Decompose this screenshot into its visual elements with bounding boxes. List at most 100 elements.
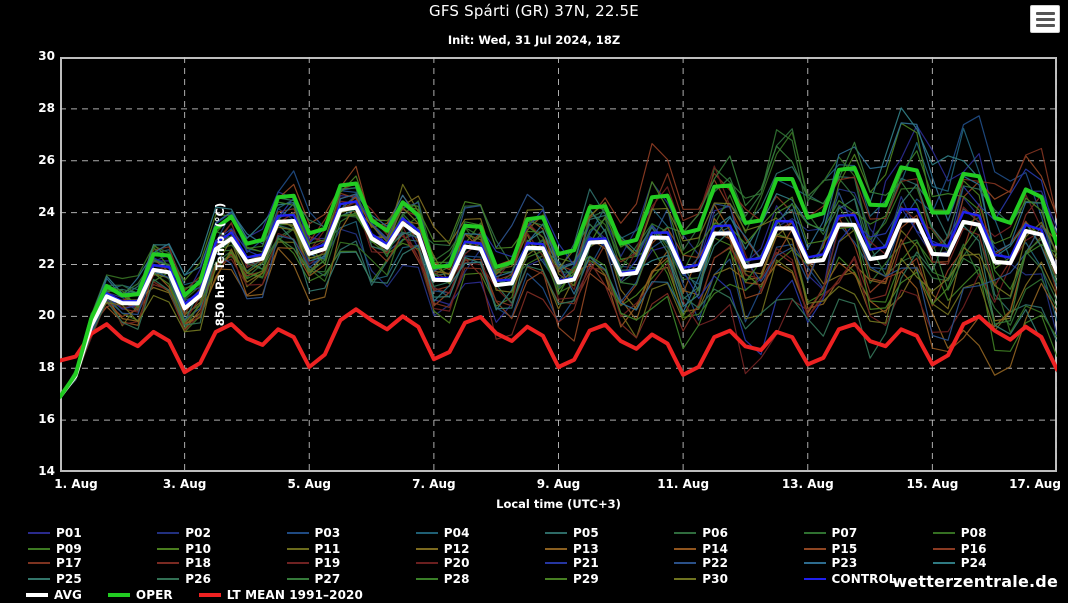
legend-label: P23 xyxy=(831,556,858,570)
legend-item-p06[interactable]: P06 xyxy=(674,526,803,540)
legend-item-p14[interactable]: P14 xyxy=(674,542,803,556)
x-tick-label: 5. Aug xyxy=(287,477,332,491)
chart-plot-area: 14 16 18 20 22 24 26 28 30 1. Aug 3. Aug 5. Aug 7. … xyxy=(38,49,1061,511)
legend-label: P28 xyxy=(443,572,470,586)
legend-item-p07[interactable]: P07 xyxy=(803,526,933,540)
legend-item-p10[interactable]: P10 xyxy=(157,542,286,556)
legend-item-p29[interactable]: P29 xyxy=(545,572,674,586)
ensemble-lines xyxy=(60,57,1057,472)
legend-label: P11 xyxy=(314,542,341,556)
legend-label: P13 xyxy=(573,542,599,556)
y-tick-label: 28 xyxy=(38,100,55,115)
legend-swatch xyxy=(415,532,438,534)
legend-swatch xyxy=(674,578,697,580)
y-tick-label: 14 xyxy=(38,464,55,478)
legend-label: P03 xyxy=(314,526,341,540)
legend-item-p18[interactable]: P18 xyxy=(157,556,286,570)
legend-label: P12 xyxy=(443,542,470,556)
legend-item-p08[interactable]: P08 xyxy=(932,526,1062,540)
y-tick-label: 22 xyxy=(38,256,55,271)
x-tick-label: 7. Aug xyxy=(412,477,456,491)
legend-item-p26[interactable]: P26 xyxy=(157,572,286,586)
legend-label: P21 xyxy=(573,556,599,570)
legend-item-p03[interactable]: P03 xyxy=(286,526,416,540)
x-tick-label: 1. Aug xyxy=(54,477,98,491)
y-tick-label: 30 xyxy=(38,49,55,63)
y-tick-label: 24 xyxy=(38,204,55,219)
legend-label: P18 xyxy=(185,556,212,570)
legend-item-p22[interactable]: P22 xyxy=(674,556,803,570)
y-tick-label: 18 xyxy=(38,360,55,375)
legend-item-p23[interactable]: P23 xyxy=(803,556,933,570)
legend-item-control[interactable]: CONTROL xyxy=(803,572,933,586)
legend-item-p17[interactable]: P17 xyxy=(28,556,157,570)
x-axis-label: Local time (UTC+3) xyxy=(496,497,621,511)
site-watermark: wetterzentrale.de xyxy=(892,572,1058,591)
legend-item-p30[interactable]: P30 xyxy=(674,572,803,586)
legend-item-p16[interactable]: P16 xyxy=(932,542,1062,556)
legend-swatch xyxy=(28,548,50,550)
hamburger-menu-icon[interactable] xyxy=(1030,5,1060,33)
legend-row: P01 P02 P03 P04 P05 P06 P07 P08 P09 P10 P11 P12 P13 P… xyxy=(0,526,1068,556)
legend-row: P17 P18 P19 P20 P21 P22 P23 P24 P25 P26 P27 P28 P29 P… xyxy=(0,556,1068,586)
legend-item-p15[interactable]: P15 xyxy=(803,542,933,556)
legend-swatch xyxy=(545,578,567,580)
page-title: GFS Spárti (GR) 37N, 22.5E xyxy=(429,2,639,20)
menu-bar-1 xyxy=(1035,11,1055,15)
legend-label: P15 xyxy=(831,542,858,556)
legend-item-p19[interactable]: P19 xyxy=(286,556,416,570)
legend-swatch xyxy=(674,548,697,550)
legend-label: CONTROL xyxy=(831,572,897,586)
x-tick-label: 13. Aug xyxy=(781,477,834,491)
legend-swatch xyxy=(157,578,180,580)
legend-item-p28[interactable]: P28 xyxy=(415,572,545,586)
legend-item-p12[interactable]: P12 xyxy=(415,542,545,556)
menu-bar-2 xyxy=(1035,17,1055,21)
legend-item-p27[interactable]: P27 xyxy=(286,572,416,586)
chart-subtitle: Init: Wed, 31 Jul 2024, 18Z xyxy=(447,33,621,47)
legend-item-p02[interactable]: P02 xyxy=(157,526,286,540)
legend-swatch xyxy=(286,548,309,550)
legend-label: P24 xyxy=(960,556,987,570)
legend-label: P01 xyxy=(56,526,82,540)
legend-item-p25[interactable]: P25 xyxy=(28,572,157,586)
legend-swatch xyxy=(674,562,697,564)
legend-swatch xyxy=(415,548,438,550)
x-tick-label: 15. Aug xyxy=(906,477,959,491)
legend-label: P07 xyxy=(831,526,858,540)
x-tick-label: 9. Aug xyxy=(536,477,581,491)
legend-swatch xyxy=(157,548,180,550)
legend-swatch xyxy=(803,548,826,550)
legend-item-p09[interactable]: P09 xyxy=(28,542,157,556)
legend-item-p20[interactable]: P20 xyxy=(415,556,545,570)
legend-swatch xyxy=(803,578,826,580)
legend-item-p04[interactable]: P04 xyxy=(415,526,545,540)
legend-item-p01[interactable]: P01 xyxy=(28,526,157,540)
legend-swatch xyxy=(28,562,50,564)
y-tick-label: 16 xyxy=(38,412,55,427)
legend-label: P16 xyxy=(960,542,987,556)
x-tick-label: 11. Aug xyxy=(657,477,710,491)
x-tick-label: 3. Aug xyxy=(162,477,207,491)
legend-item-p05[interactable]: P05 xyxy=(545,526,674,540)
legend-swatch xyxy=(286,578,309,580)
legend-label: P27 xyxy=(314,572,341,586)
legend-swatch xyxy=(157,532,180,534)
legend-swatch xyxy=(157,562,180,564)
legend-label: P22 xyxy=(702,556,729,570)
legend-swatch xyxy=(28,578,50,580)
x-tick-label: 17. Aug xyxy=(1009,477,1061,491)
legend-label: P30 xyxy=(702,572,729,586)
legend-label: P17 xyxy=(56,556,82,570)
legend-label: P26 xyxy=(185,572,212,586)
legend-item-p21[interactable]: P21 xyxy=(545,556,674,570)
legend-swatch xyxy=(803,532,826,534)
legend-item-p13[interactable]: P13 xyxy=(545,542,674,556)
y-tick-label: 20 xyxy=(38,308,55,323)
legend-item-p24[interactable]: P24 xyxy=(932,556,1062,570)
chart-legend: P01 P02 P03 P04 P05 P06 P07 P08 P09 P10 P11 P12 P13 P… xyxy=(0,526,1068,603)
legend-label: P29 xyxy=(573,572,599,586)
legend-label: P06 xyxy=(702,526,729,540)
legend-item-p11[interactable]: P11 xyxy=(286,542,416,556)
legend-label: P14 xyxy=(702,542,729,556)
